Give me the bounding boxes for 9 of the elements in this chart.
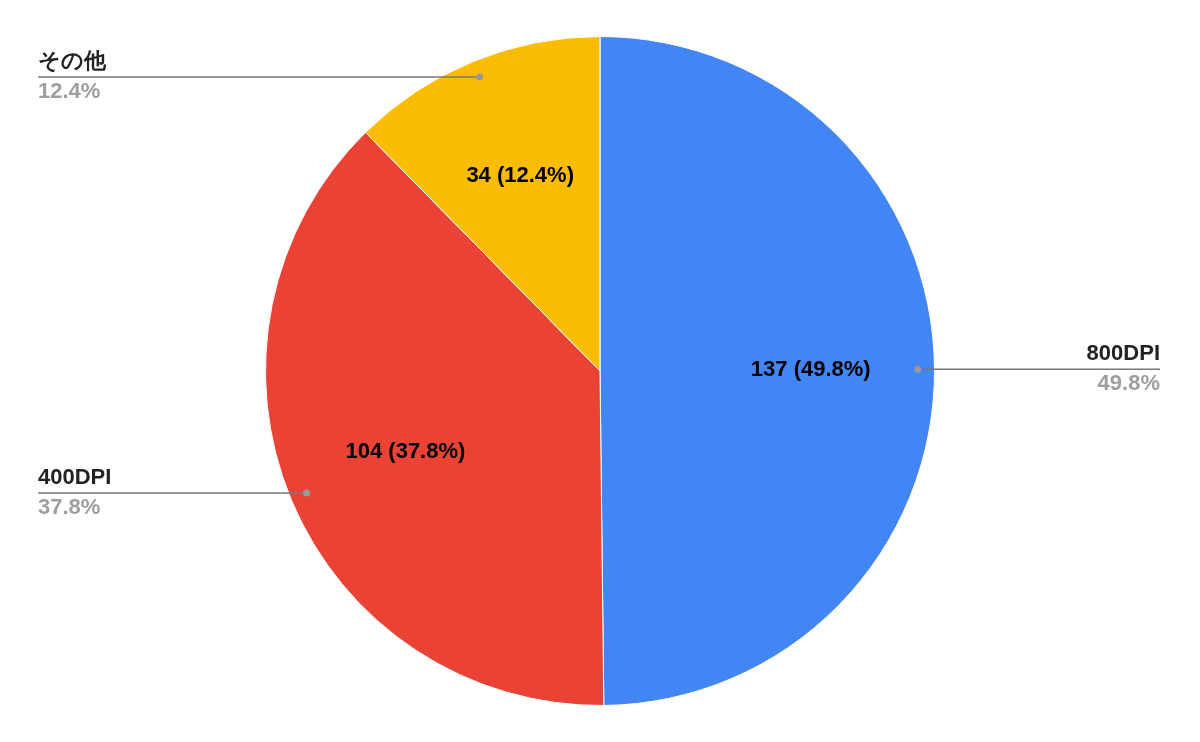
text: 37.8% bbox=[38, 494, 101, 520]
slice-label: 400DPI bbox=[38, 464, 112, 490]
text: 49.8% bbox=[1097, 370, 1160, 396]
slice-label: 800DPI bbox=[1086, 340, 1160, 366]
data-label: 104 (37.8%) bbox=[345, 437, 466, 463]
data-label: 137 (49.8%) bbox=[750, 355, 871, 381]
slice-label: その他 bbox=[38, 47, 107, 73]
text: 12.4% bbox=[38, 77, 101, 103]
data-label: 34 (12.4%) bbox=[466, 162, 574, 188]
